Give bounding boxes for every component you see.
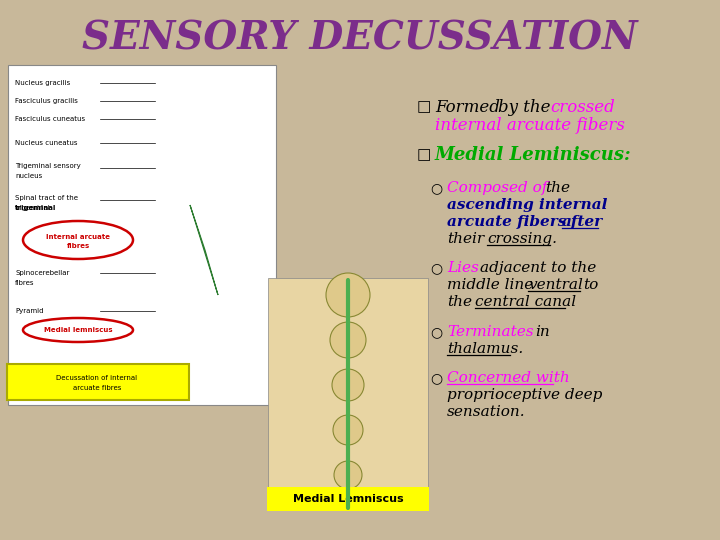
Text: □: □ — [417, 147, 431, 163]
Text: central canal: central canal — [475, 295, 576, 309]
Text: arcuate fibers: arcuate fibers — [447, 215, 567, 229]
Text: Nucleus cuneatus: Nucleus cuneatus — [15, 140, 78, 146]
Text: sensation.: sensation. — [447, 405, 526, 419]
FancyBboxPatch shape — [8, 65, 276, 405]
Text: the: the — [447, 295, 472, 309]
Text: Spinal tract of the: Spinal tract of the — [15, 195, 78, 201]
Text: Terminates: Terminates — [447, 325, 534, 339]
Circle shape — [334, 461, 362, 489]
FancyBboxPatch shape — [268, 278, 428, 510]
Text: after: after — [562, 215, 603, 229]
Circle shape — [333, 415, 363, 445]
Text: proprioceptive deep: proprioceptive deep — [447, 388, 603, 402]
Text: Decussation of internal: Decussation of internal — [56, 375, 138, 381]
Text: ○: ○ — [430, 371, 442, 385]
Text: Nucleus gracilis: Nucleus gracilis — [15, 80, 71, 86]
Text: fibres: fibres — [15, 280, 35, 286]
Text: ○: ○ — [430, 325, 442, 339]
Text: Spinocerebellar: Spinocerebellar — [15, 270, 69, 276]
Text: ○: ○ — [430, 261, 442, 275]
Text: Pyramid: Pyramid — [15, 308, 43, 314]
Text: ascending internal: ascending internal — [447, 198, 608, 212]
Text: □: □ — [417, 99, 431, 114]
Text: Medial Lemniscus: Medial Lemniscus — [293, 494, 403, 504]
Circle shape — [330, 322, 366, 358]
Text: thalamus.: thalamus. — [447, 342, 523, 356]
Text: Fasciculus cuneatus: Fasciculus cuneatus — [15, 116, 85, 122]
Text: Medial Leminiscus:: Medial Leminiscus: — [435, 146, 631, 164]
Text: adjacent to the: adjacent to the — [480, 261, 596, 275]
Text: crossing.: crossing. — [487, 232, 557, 246]
Text: Lies: Lies — [447, 261, 479, 275]
Text: trigeminal: trigeminal — [15, 205, 56, 211]
Text: nucleus: nucleus — [15, 173, 42, 179]
Text: in: in — [535, 325, 550, 339]
Text: fibres: fibres — [66, 243, 89, 249]
Text: trigeminal: trigeminal — [15, 205, 50, 211]
FancyBboxPatch shape — [7, 364, 189, 400]
Text: Concerned with: Concerned with — [447, 371, 570, 385]
Text: Internal arcuate: Internal arcuate — [46, 234, 110, 240]
Text: internal arcuate fibers: internal arcuate fibers — [435, 117, 625, 133]
Text: arcuate fibres: arcuate fibres — [73, 385, 121, 391]
Circle shape — [332, 369, 364, 401]
FancyBboxPatch shape — [267, 487, 429, 511]
Text: crossed: crossed — [550, 98, 615, 116]
Text: Composed of: Composed of — [447, 181, 547, 195]
Text: Trigeminal sensory: Trigeminal sensory — [15, 163, 81, 169]
Text: ventral: ventral — [528, 278, 583, 292]
Text: SENSORY DECUSSATION: SENSORY DECUSSATION — [82, 19, 638, 57]
Text: by the: by the — [498, 98, 551, 116]
Text: the: the — [545, 181, 570, 195]
Text: ○: ○ — [430, 181, 442, 195]
Text: Fasciculus gracilis: Fasciculus gracilis — [15, 98, 78, 104]
Circle shape — [326, 273, 370, 317]
Text: Medial lemniscus: Medial lemniscus — [44, 327, 112, 333]
Text: Formed: Formed — [435, 98, 500, 116]
Polygon shape — [190, 205, 218, 295]
Text: their: their — [447, 232, 484, 246]
Text: middle line: middle line — [447, 278, 534, 292]
Text: to: to — [583, 278, 598, 292]
